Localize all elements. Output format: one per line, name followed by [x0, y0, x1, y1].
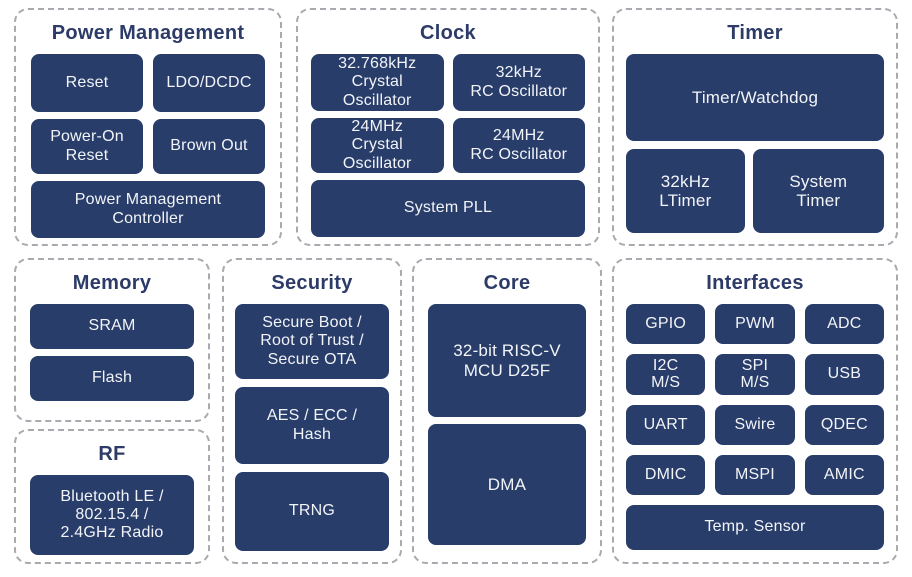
power-management-blocks: Reset LDO/DCDC Power-On Reset Brown Out …: [16, 54, 280, 238]
section-clock: Clock 32.768kHz Crystal Oscillator 32kHz…: [296, 8, 600, 246]
block-aes-ecc-hash: AES / ECC / Hash: [235, 387, 389, 464]
block-dma: DMA: [428, 424, 586, 545]
block-power-on-reset: Power-On Reset: [31, 119, 143, 174]
block-gpio: GPIO: [626, 304, 706, 344]
interfaces-blocks: GPIO PWM ADC I2C M/S SPI M/S USB UART Sw…: [614, 304, 896, 550]
clock-blocks: 32.768kHz Crystal Oscillator 32kHz RC Os…: [298, 54, 598, 237]
section-power-management: Power Management Reset LDO/DCDC Power-On…: [14, 8, 282, 246]
block-mspi: MSPI: [715, 455, 795, 495]
block-temp-sensor: Temp. Sensor: [626, 505, 884, 550]
rf-title: RF: [98, 443, 126, 465]
block-timer-watchdog: Timer/Watchdog: [626, 54, 884, 141]
block-pwm: PWM: [715, 304, 795, 344]
block-dmic: DMIC: [626, 455, 706, 495]
section-rf: RF Bluetooth LE / 802.15.4 / 2.4GHz Radi…: [14, 429, 210, 564]
block-qdec: QDEC: [804, 405, 884, 445]
block-amic: AMIC: [804, 455, 884, 495]
block-sram: SRAM: [30, 304, 194, 349]
core-title: Core: [483, 272, 531, 294]
interfaces-title: Interfaces: [706, 272, 804, 294]
block-reset: Reset: [31, 54, 143, 112]
security-blocks: Secure Boot / Root of Trust / Secure OTA…: [224, 304, 400, 551]
block-spi-ms: SPI M/S: [715, 354, 795, 395]
block-ldo-dcdc: LDO/DCDC: [153, 54, 265, 112]
timer-title: Timer: [727, 22, 783, 44]
block-system-timer: System Timer: [752, 149, 884, 233]
section-security: Security Secure Boot / Root of Trust / S…: [222, 258, 402, 564]
block-power-management-controller: Power Management Controller: [31, 181, 265, 238]
block-uart: UART: [626, 405, 706, 445]
block-riscv-mcu: 32-bit RISC-V MCU D25F: [428, 304, 586, 417]
section-interfaces: Interfaces GPIO PWM ADC I2C M/S SPI M/S …: [612, 258, 898, 564]
timer-blocks: Timer/Watchdog 32kHz LTimer System Timer: [614, 54, 896, 233]
memory-blocks: SRAM Flash: [16, 304, 208, 401]
block-usb: USB: [804, 354, 884, 395]
block-32khz-rc-oscillator: 32kHz RC Oscillator: [452, 54, 585, 111]
block-32768khz-crystal-oscillator: 32.768kHz Crystal Oscillator: [311, 54, 444, 111]
core-blocks: 32-bit RISC-V MCU D25F DMA: [414, 304, 600, 545]
memory-title: Memory: [72, 272, 152, 294]
block-secure-boot: Secure Boot / Root of Trust / Secure OTA: [235, 304, 389, 379]
block-flash: Flash: [30, 356, 194, 401]
block-swire: Swire: [715, 405, 795, 445]
rf-blocks: Bluetooth LE / 802.15.4 / 2.4GHz Radio: [16, 475, 208, 555]
block-bluetooth-radio: Bluetooth LE / 802.15.4 / 2.4GHz Radio: [30, 475, 194, 555]
block-brown-out: Brown Out: [153, 119, 265, 174]
power-management-title: Power Management: [51, 22, 245, 44]
block-24mhz-rc-oscillator: 24MHz RC Oscillator: [452, 118, 585, 173]
block-trng: TRNG: [235, 472, 389, 551]
block-system-pll: System PLL: [311, 180, 585, 237]
section-memory: Memory SRAM Flash: [14, 258, 210, 422]
section-core: Core 32-bit RISC-V MCU D25F DMA: [412, 258, 602, 564]
clock-title: Clock: [420, 22, 476, 44]
security-title: Security: [271, 272, 353, 294]
block-adc: ADC: [804, 304, 884, 344]
section-timer: Timer Timer/Watchdog 32kHz LTimer System…: [612, 8, 898, 246]
block-24mhz-crystal-oscillator: 24MHz Crystal Oscillator: [311, 118, 444, 173]
block-i2c-ms: I2C M/S: [626, 354, 706, 395]
block-32khz-ltimer: 32kHz LTimer: [626, 149, 745, 233]
